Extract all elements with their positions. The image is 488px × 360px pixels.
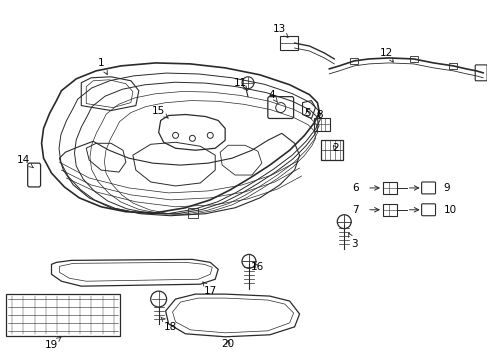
Text: 11: 11 (233, 78, 247, 91)
Text: 18: 18 (161, 317, 177, 332)
Text: 19: 19 (45, 337, 61, 350)
Text: 15: 15 (152, 105, 168, 118)
Text: 8: 8 (315, 109, 322, 120)
Text: 14: 14 (17, 155, 33, 168)
Text: 20: 20 (221, 339, 234, 349)
Text: 17: 17 (203, 282, 217, 296)
Text: 13: 13 (272, 24, 287, 37)
Text: 16: 16 (251, 262, 264, 272)
Text: 4: 4 (268, 90, 277, 103)
Text: 7: 7 (352, 205, 358, 215)
Text: 2: 2 (331, 143, 338, 153)
Text: 12: 12 (380, 48, 393, 62)
Text: 3: 3 (348, 233, 357, 249)
Text: 10: 10 (443, 205, 456, 215)
Text: 6: 6 (352, 183, 358, 193)
Text: 9: 9 (443, 183, 449, 193)
Text: 5: 5 (304, 108, 310, 117)
Text: 1: 1 (98, 58, 107, 75)
